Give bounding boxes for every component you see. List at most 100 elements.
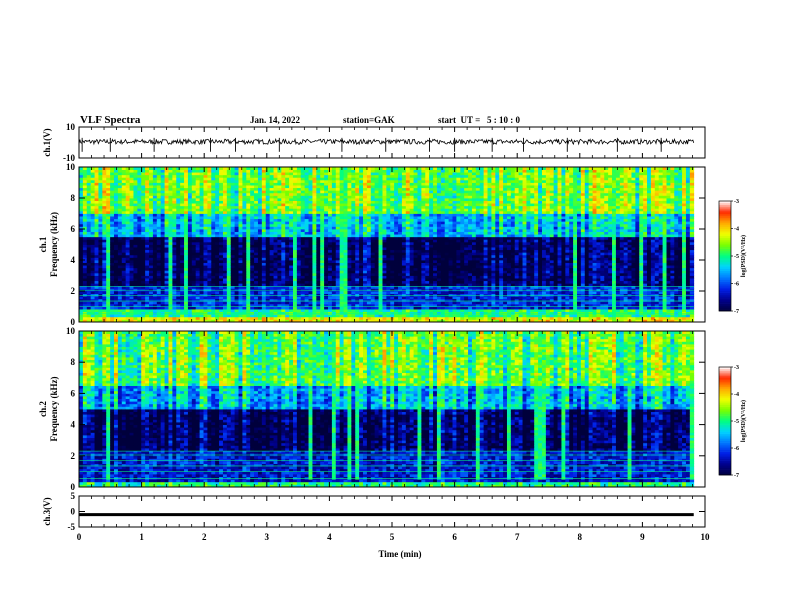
spectrogram-cell: [231, 301, 235, 304]
spectrogram-cell: [347, 247, 351, 250]
spectrogram-cell: [137, 276, 141, 279]
spectrogram-cell: [242, 219, 246, 222]
spectrogram-cell: [367, 296, 371, 299]
spectrogram-cell: [266, 219, 270, 222]
spectrogram-cell: [219, 237, 223, 240]
spectrogram-cell: [363, 229, 367, 232]
spectrogram-cell: [204, 296, 208, 299]
spectrogram-cell: [301, 226, 305, 229]
spectrogram-cell: [363, 270, 367, 273]
spectrogram-cell: [367, 185, 371, 188]
spectrogram-cell: [363, 214, 367, 217]
spectrogram-cell: [305, 247, 309, 250]
spectrogram-cell: [363, 221, 367, 224]
spectrogram-cell: [277, 276, 281, 279]
spectrogram-cell: [200, 247, 204, 250]
spectrogram-cell: [165, 221, 169, 224]
spectrogram-cell: [239, 185, 243, 188]
spectrogram-cell: [98, 296, 102, 299]
spectrogram-cell: [379, 252, 383, 255]
spectrogram-cell: [340, 172, 344, 175]
spectrogram-cell: [126, 283, 130, 286]
spectrogram-cell: [309, 314, 313, 317]
spectrogram-cell: [95, 206, 99, 209]
spectrogram-cell: [79, 296, 83, 299]
spectrogram-cell: [161, 309, 165, 312]
spectrogram-cell: [95, 180, 99, 183]
spectrogram-cell: [106, 307, 110, 310]
spectrogram-cell: [211, 239, 215, 242]
spectrogram-cell: [91, 276, 95, 279]
spectrogram-cell: [371, 185, 375, 188]
spectrogram-cell: [301, 247, 305, 250]
spectrogram-cell: [157, 229, 161, 232]
spectrogram-cell: [118, 221, 122, 224]
spectrogram-cell: [188, 172, 192, 175]
spectrogram-cell: [347, 185, 351, 188]
spectrogram-cell: [184, 214, 188, 217]
spectrogram-cell: [235, 183, 239, 186]
spectrogram-cell: [239, 170, 243, 173]
spectrogram-cell: [258, 252, 262, 255]
spectrogram-cell: [382, 250, 386, 253]
spectrogram-cell: [382, 175, 386, 178]
spectrogram-cell: [250, 242, 254, 245]
spectrogram-cell: [390, 260, 394, 263]
spectrogram-cell: [192, 170, 196, 173]
spectrogram-cell: [379, 265, 383, 268]
spectrogram-cell: [231, 185, 235, 188]
spectrogram-cell: [367, 221, 371, 224]
spectrogram-cell: [219, 206, 223, 209]
spectrogram-cell: [211, 219, 215, 222]
spectrogram-cell: [289, 314, 293, 317]
spectrogram-cell: [390, 172, 394, 175]
spectrogram-cell: [118, 203, 122, 206]
spectrogram-cell: [316, 276, 320, 279]
spectrogram-cell: [305, 232, 309, 235]
spectrogram-cell: [340, 180, 344, 183]
spectrogram-cell: [285, 211, 289, 214]
spectrogram-cell: [254, 219, 258, 222]
spectrogram-cell: [289, 206, 293, 209]
spectrogram-cell: [301, 177, 305, 180]
spectrogram-cell: [258, 172, 262, 175]
spectrogram-cell: [344, 270, 348, 273]
spectrogram-cell: [386, 242, 390, 245]
spectrogram-cell: [363, 211, 367, 214]
spectrogram-cell: [340, 221, 344, 224]
spectrogram-cell: [204, 276, 208, 279]
spectrogram-cell: [258, 291, 262, 294]
spectrogram-cell: [122, 283, 126, 286]
spectrogram-cell: [133, 198, 137, 201]
spectrogram-cell: [184, 188, 188, 191]
spectrogram-cell: [110, 211, 114, 214]
spectrogram-cell: [126, 206, 130, 209]
spectrogram-cell: [172, 317, 176, 320]
spectrogram-cell: [390, 219, 394, 222]
spectrogram-cell: [332, 314, 336, 317]
spectrogram-cell: [309, 219, 313, 222]
spectrogram-cell: [344, 242, 348, 245]
spectrogram-cell: [130, 276, 134, 279]
spectrogram-cell: [340, 252, 344, 255]
spectrogram-cell: [270, 203, 274, 206]
spectrogram-cell: [344, 198, 348, 201]
spectrogram-cell: [231, 203, 235, 206]
spectrogram-cell: [239, 183, 243, 186]
chart-title: VLF Spectra: [80, 114, 141, 126]
spectrogram-cell: [227, 239, 231, 242]
spectrogram-cell: [386, 273, 390, 276]
spectrogram-cell: [188, 283, 192, 286]
spectrogram-cell: [204, 309, 208, 312]
spectrogram-cell: [215, 270, 219, 273]
spectrogram-cell: [340, 211, 344, 214]
spectrogram-cell: [133, 232, 137, 235]
spectrogram-cell: [137, 180, 141, 183]
spectrogram-cell: [141, 255, 145, 258]
spectrogram-cell: [223, 203, 227, 206]
spectrogram-cell: [316, 226, 320, 229]
spectrogram-cell: [141, 193, 145, 196]
spectrogram-cell: [83, 268, 87, 271]
spectrogram-cell: [246, 224, 250, 227]
spectrogram-cell: [371, 291, 375, 294]
